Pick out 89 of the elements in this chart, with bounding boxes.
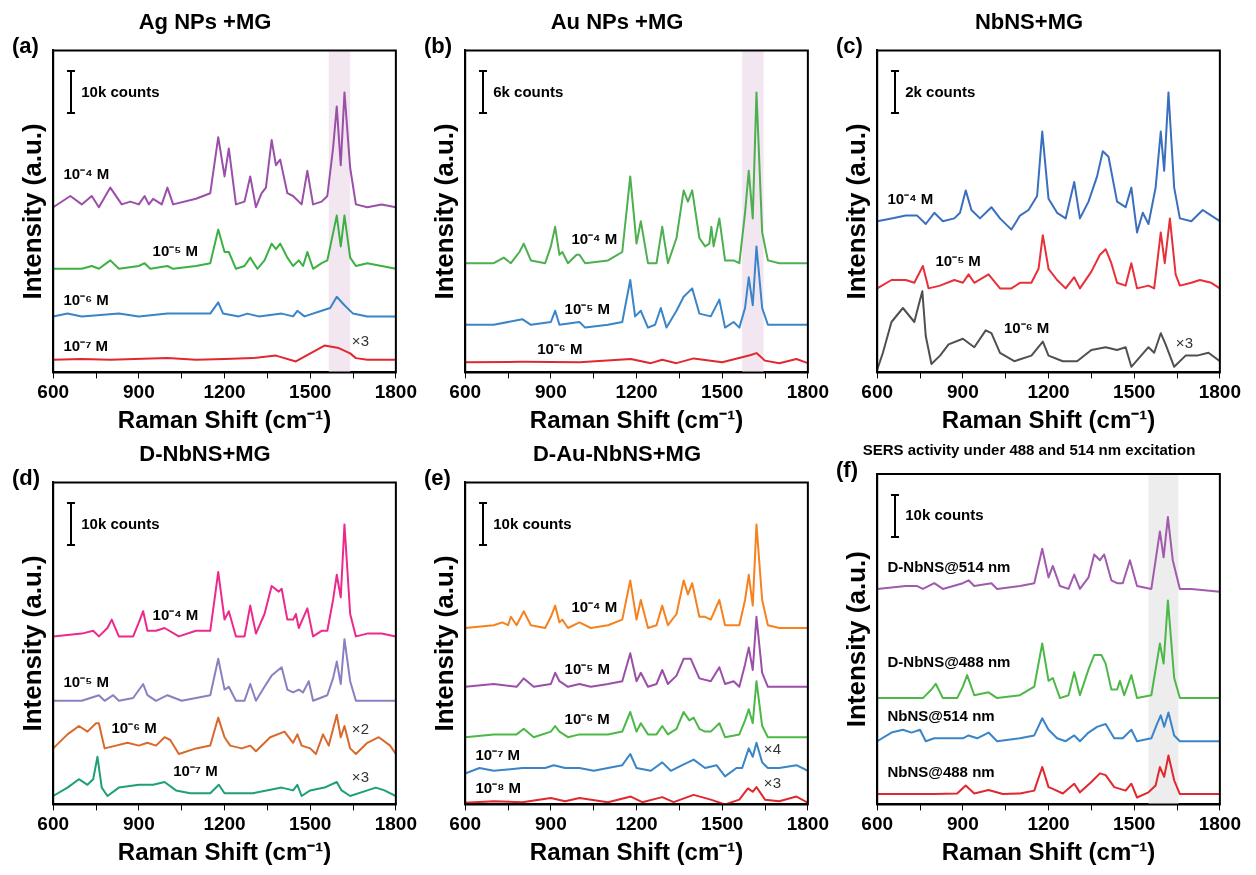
series-label: 10⁻⁵ M [152,242,198,260]
annotation: ×3 [351,767,369,785]
y-axis-title: Intensity (a.u.) [840,551,871,728]
x-tick-label: 600 [37,381,70,403]
x-axis-title: Raman Shift (cm⁻¹) [941,406,1156,434]
series-label: 10⁻⁵ M [564,659,610,677]
x-tick-label: 1500 [1113,381,1156,403]
x-tick-label: 1200 [203,813,246,835]
annotation: 10k counts [81,82,160,100]
x-tick-label: 900 [123,813,155,835]
annotation: ×2 [351,719,369,737]
text: (e) [424,465,451,491]
text: (b) [424,33,453,59]
x-tick-label: 900 [947,381,979,403]
chart-title: NbNS+MG [974,9,1084,35]
x-axis-title: Raman Shift (cm⁻¹) [941,838,1156,866]
series-label: 10⁻⁵ M [935,252,981,270]
series-label: 10⁻⁶ M [537,339,583,357]
chart-title: D-NbNS+MG [139,441,271,467]
series-label: 10⁻⁷ M [173,762,218,780]
series-label: 10⁻⁷ M [475,745,521,763]
x-tick-label: 1500 [289,381,332,403]
x-tick-label: 1500 [701,813,744,835]
series-label: 10⁻⁶ M [111,718,157,736]
text: (c) [836,33,863,59]
annotation: ×4 [763,739,781,757]
annotation: 10k counts [905,506,984,524]
series-label: 10⁻⁷ M [63,336,109,354]
x-axis-title: Raman Shift (cm⁻¹) [117,406,332,434]
x-tick-label: 600 [37,813,70,835]
x-axis-title: Raman Shift (cm⁻¹) [117,838,332,866]
x-tick-label: 1800 [1198,381,1242,403]
annotation: 10k counts [493,514,572,532]
x-tick-label: 1200 [1027,813,1070,835]
x-tick-label: 1800 [786,381,830,403]
chart-title: Au NPs +MG [550,9,684,35]
text: (d) [12,465,41,491]
y-axis-title: Intensity (a.u.) [16,555,47,732]
x-tick-label: 600 [861,813,894,835]
series-label: 10⁻⁶ M [1003,319,1050,337]
x-tick-label: 1800 [374,813,418,835]
x-tick-label: 900 [535,381,567,403]
x-tick-label: 900 [947,813,979,835]
series-label: D-NbNS@514 nm [887,557,1011,575]
x-tick-label: 900 [123,381,155,403]
x-tick-label: 1200 [203,381,246,403]
annotation: 10k counts [81,514,160,532]
text: (f) [836,457,858,483]
series-label: 10⁻⁴ M [63,165,110,183]
x-tick-label: 1800 [786,813,830,835]
chart-title: SERS activity under 488 and 514 nm excitation [862,441,1196,459]
series-label: 10⁻⁸ M [475,778,521,796]
x-tick-label: 1200 [1027,381,1070,403]
annotation: ×3 [1175,334,1193,352]
series-label: NbNS@514 nm [887,707,995,725]
x-axis-title: Raman Shift (cm⁻¹) [529,406,744,434]
series-label: D-NbNS@488 nm [887,652,1011,670]
series-label: 10⁻⁴ M [152,605,199,623]
x-tick-label: 1500 [289,813,332,835]
x-tick-label: 1200 [615,813,658,835]
x-axis-title: Raman Shift (cm⁻¹) [529,838,744,866]
x-tick-label: 600 [449,381,482,403]
y-axis-title: Intensity (a.u.) [428,123,459,300]
x-tick-label: 1200 [615,381,658,403]
x-tick-label: 1500 [1113,813,1156,835]
series-label: 10⁻⁴ M [571,597,618,615]
series-label: 10⁻⁶ M [63,291,109,309]
x-tick-label: 600 [861,381,894,403]
chart-title: Ag NPs +MG [138,9,272,35]
annotation: 6k counts [493,82,564,100]
y-axis-title: Intensity (a.u.) [428,555,459,732]
x-tick-label: 900 [535,813,567,835]
series-label: 10⁻⁶ M [564,709,610,727]
x-tick-label: 600 [449,813,482,835]
annotation: 2k counts [905,82,976,100]
text: (a) [12,33,39,59]
x-tick-label: 1800 [374,381,418,403]
series-label: NbNS@488 nm [887,763,995,781]
series-label: 10⁻⁵ M [564,299,610,317]
chart-title: D-Au-NbNS+MG [532,441,702,467]
x-tick-label: 1500 [701,381,744,403]
annotation: ×3 [763,773,781,791]
series-label: 10⁻⁵ M [63,672,109,690]
y-axis-title: Intensity (a.u.) [840,123,871,300]
y-axis-title: Intensity (a.u.) [16,123,47,300]
x-tick-label: 1800 [1198,813,1242,835]
annotation: ×3 [351,331,369,349]
series-label: 10⁻⁴ M [887,190,934,208]
series-label: 10⁻⁴ M [571,230,618,248]
